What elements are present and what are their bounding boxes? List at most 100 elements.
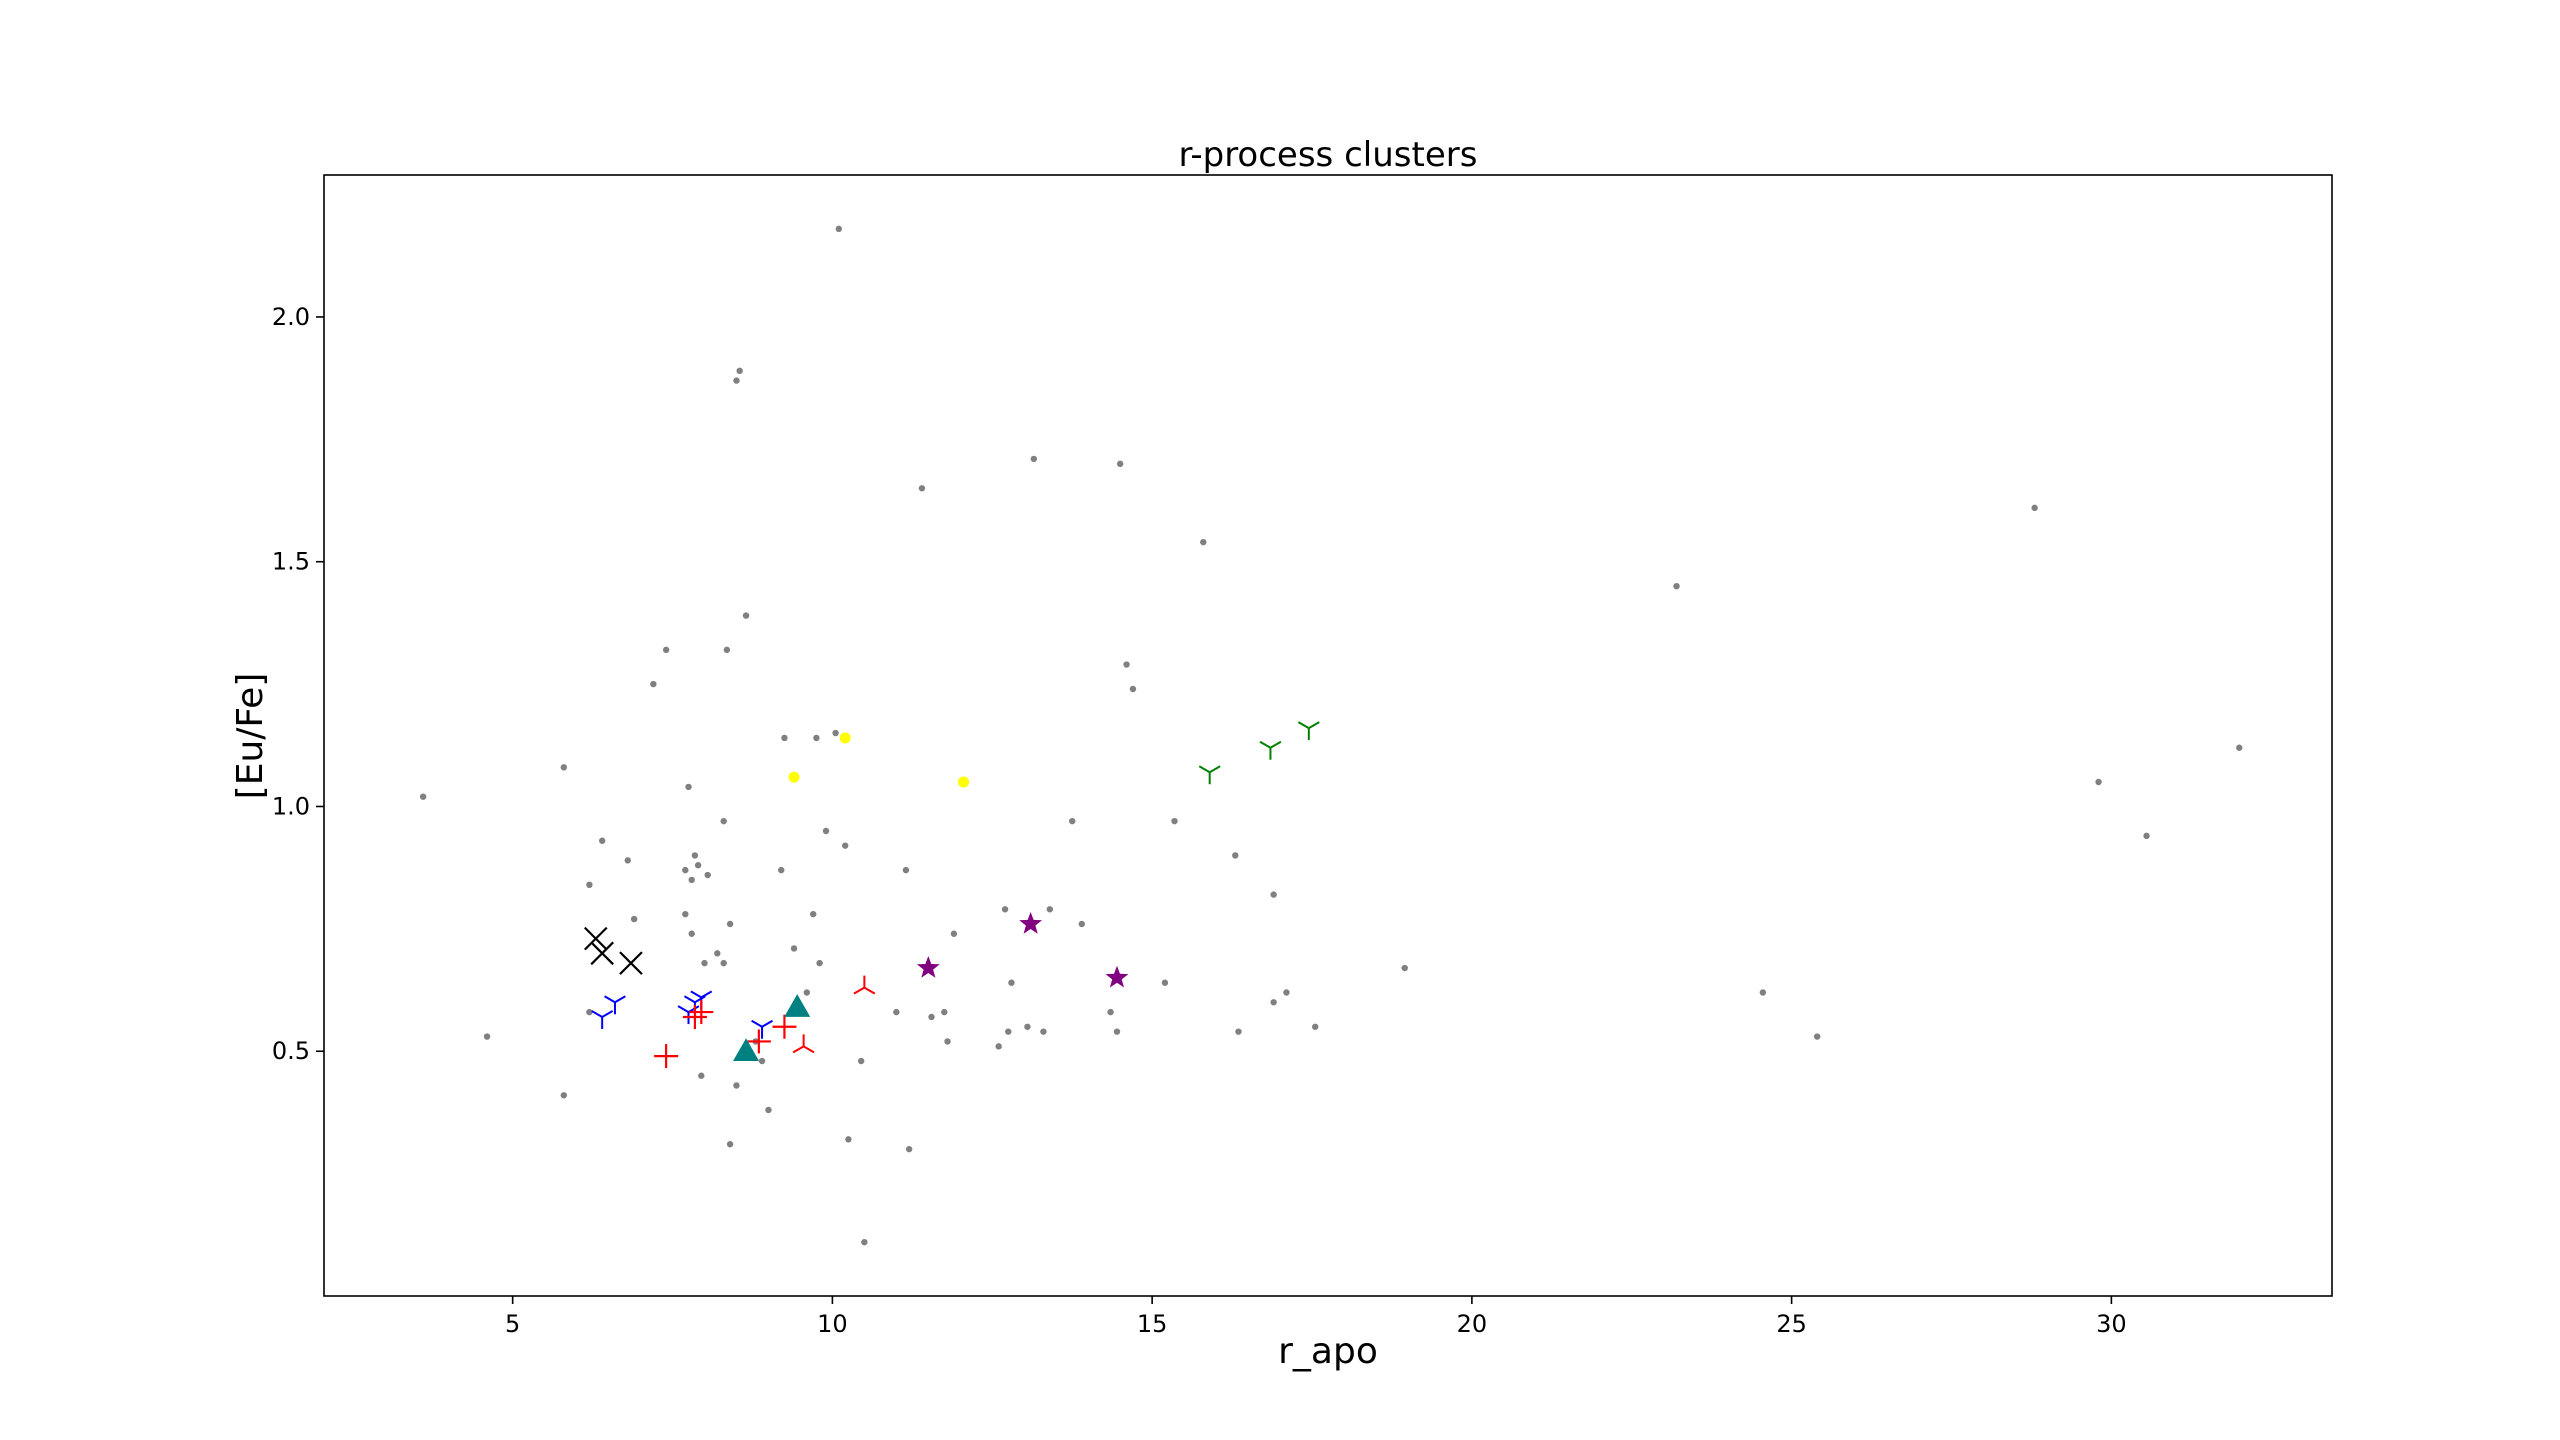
data-point-dot	[419, 793, 427, 800]
data-point-dot	[2143, 832, 2150, 840]
data-point-dot	[733, 1082, 740, 1089]
data-point-dot	[586, 1008, 593, 1016]
data-point-dot	[765, 1106, 772, 1114]
data-point-dot	[662, 646, 670, 654]
chart-title: r-process clusters	[1179, 135, 1478, 175]
data-point-dot	[2031, 504, 2038, 512]
data-point-tri-up	[1198, 765, 1221, 785]
x-tick-label: 15	[1137, 1310, 1168, 1338]
data-point-dot	[861, 1238, 868, 1246]
data-point-dot	[1008, 979, 1015, 986]
data-point-dot	[1030, 455, 1038, 463]
data-point-star	[1019, 912, 1042, 934]
data-point-dot	[781, 734, 788, 742]
data-point-x	[590, 941, 614, 966]
x-axis-ticks: 5 10 15 20 25 30	[505, 1296, 2127, 1338]
data-point-dot	[630, 915, 638, 923]
data-point-dot	[1123, 661, 1130, 668]
data-point-tri-up	[1297, 721, 1320, 741]
x-tick-label: 25	[1776, 1310, 1807, 1338]
data-point-dot	[723, 646, 731, 654]
data-point-dot	[598, 837, 606, 844]
data-point-x	[584, 926, 608, 951]
data-point-dot	[726, 1141, 734, 1148]
data-point-dot	[1040, 1028, 1047, 1035]
data-point-tri-up	[1259, 740, 1282, 760]
data-point-triangle	[733, 1038, 760, 1061]
data-point-dot	[1113, 1028, 1121, 1035]
data-point-dot	[704, 871, 711, 879]
data-point-dot	[950, 930, 958, 937]
data-point-dot	[2095, 778, 2102, 786]
data-point-dot	[835, 225, 842, 233]
data-point-dot	[778, 866, 785, 874]
data-point-dot	[682, 910, 689, 918]
data-point-dot	[822, 827, 830, 835]
data-point-dot	[1312, 1023, 1319, 1030]
data-point-dot	[1270, 999, 1277, 1006]
data-point-dot	[944, 1038, 951, 1045]
data-point-dot	[688, 930, 695, 937]
data-point-dot	[691, 852, 699, 859]
data-point-star	[1105, 965, 1129, 988]
data-point-dot	[1161, 979, 1169, 986]
y-axis-ticks: 0.5 1.0 1.5 2.0	[272, 303, 324, 1065]
data-point-dot	[560, 1092, 568, 1099]
data-point-dot	[1107, 1008, 1114, 1016]
data-point-dot	[1171, 817, 1178, 825]
data-point-dot	[803, 989, 811, 996]
data-point-dot	[685, 783, 692, 791]
data-point-star	[916, 956, 940, 978]
data-point-dot	[957, 776, 969, 788]
data-point-dot	[1814, 1033, 1821, 1040]
x-tick-label: 5	[505, 1310, 520, 1338]
data-point-dot	[560, 764, 568, 771]
data-point-dot	[941, 1008, 948, 1016]
data-point-dot	[1235, 1028, 1242, 1035]
data-point-dot	[483, 1033, 491, 1040]
data-point-dot	[682, 866, 689, 874]
data-point-plus	[682, 1004, 707, 1029]
data-point-dot	[845, 1136, 852, 1143]
data-point-dot	[720, 959, 727, 967]
data-point-dot	[1069, 817, 1076, 825]
data-point-dot	[788, 771, 800, 783]
data-point-dot	[758, 1057, 766, 1065]
x-tick-label: 10	[817, 1310, 848, 1338]
data-point-dot	[714, 950, 721, 957]
data-point-dot	[1283, 989, 1290, 996]
data-point-dot	[893, 1008, 900, 1016]
data-point-plus	[689, 1000, 714, 1025]
y-tick-label: 1.5	[272, 548, 310, 576]
data-markers	[419, 225, 2243, 1246]
data-point-dot	[1270, 891, 1277, 898]
data-point-dot	[1200, 538, 1207, 546]
y-axis-label: [Eu/Fe]	[230, 673, 271, 800]
data-point-dot	[790, 945, 798, 952]
data-point-tri-down	[853, 975, 876, 995]
data-point-plus	[654, 1044, 679, 1069]
data-point-dot	[736, 367, 743, 375]
data-point-tri-up	[591, 1010, 614, 1029]
data-point-dot	[918, 485, 926, 492]
data-point-dot	[694, 862, 702, 869]
data-point-dot	[841, 842, 849, 849]
data-point-dot	[839, 732, 851, 744]
data-point-dot	[1759, 989, 1767, 996]
x-tick-label: 20	[1457, 1310, 1488, 1338]
x-tick-label: 30	[2096, 1310, 2127, 1338]
data-point-dot	[1401, 964, 1408, 972]
data-point-tri-down	[792, 1034, 815, 1054]
data-point-dot	[1116, 460, 1124, 468]
data-point-dot	[1046, 906, 1054, 913]
data-point-dot	[995, 1043, 1002, 1050]
data-point-dot	[928, 1013, 935, 1021]
data-point-dot	[857, 1057, 865, 1065]
data-point-plus	[746, 1029, 771, 1054]
data-point-plus	[772, 1014, 797, 1039]
data-point-dot	[905, 1145, 913, 1153]
data-point-triangle	[784, 994, 811, 1017]
data-point-dot	[816, 959, 823, 967]
